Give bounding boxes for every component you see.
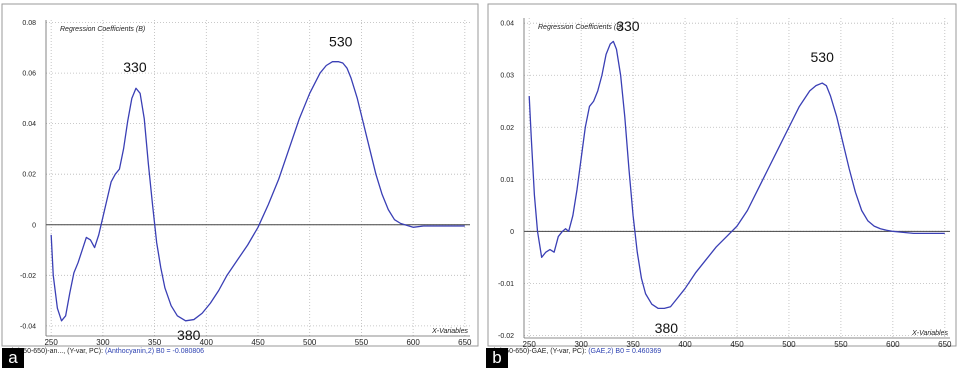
x-tick-label: 350 — [148, 338, 162, 347]
status-bar-a: pls(250-650)-an..., (Y-var, PC): (Anthoc… — [8, 348, 204, 355]
y-tick-label: -0.01 — [498, 281, 514, 288]
peak-annotation: 530 — [811, 49, 835, 65]
chart-frame — [487, 3, 957, 347]
x-tick-label: 400 — [200, 338, 214, 347]
y-tick-label: 0.04 — [500, 21, 514, 28]
peak-annotation: 380 — [655, 320, 679, 336]
status-prefix: pls(250-650)-an..., (Y-var, PC): — [8, 348, 104, 355]
peak-annotation: 380 — [177, 327, 201, 343]
series-line — [50, 61, 465, 322]
status-highlight: (GAE,2) B0 = 0.460369 — [588, 348, 662, 355]
chart-frame — [1, 3, 479, 347]
x-tick-label: 450 — [730, 340, 744, 349]
y-tick-label: 0 — [510, 229, 514, 236]
x-axis-label: X-Variables — [431, 328, 468, 335]
x-tick-label: 550 — [834, 340, 848, 349]
status-prefix: pls(250-650)-GAE, (Y-var, PC): — [490, 348, 587, 355]
x-tick-label: 350 — [626, 340, 640, 349]
x-tick-label: 600 — [406, 338, 420, 347]
x-tick-label: 550 — [355, 338, 369, 347]
chart-panel-a: 250 300 350 400 450 500 550 600 650 -0.04 -0.02 0 0.… — [1, 3, 479, 368]
x-tick-label: 650 — [938, 340, 952, 349]
y-tick-label: -0.02 — [498, 333, 514, 340]
x-axis-label: X-Variables — [911, 330, 948, 337]
y-tick-label: -0.04 — [20, 323, 36, 330]
panel-label: a — [2, 348, 24, 368]
x-tick-label: 500 — [782, 340, 796, 349]
x-tick-label: 300 — [96, 338, 110, 347]
y-tick-label: 0.08 — [22, 20, 36, 27]
y-tick-label: 0.02 — [22, 172, 36, 179]
y-tick-label: 0.04 — [22, 121, 36, 128]
chart-title: Regression Coefficients (B) — [538, 24, 623, 31]
status-highlight: (Anthocyanin,2) B0 = -0.080806 — [105, 348, 205, 355]
x-tick-label: 250 — [523, 340, 537, 349]
peak-annotation: 330 — [123, 59, 147, 75]
x-tick-label: 650 — [458, 338, 472, 347]
x-tick-label: 300 — [574, 340, 588, 349]
peak-annotation: 330 — [616, 18, 640, 34]
chart-panel-b: 250 300 350 400 450 500 550 600 650 -0.02 -0.01 0 0.… — [482, 0, 964, 368]
x-tick-label: 250 — [44, 338, 58, 347]
y-tick-label: 0.01 — [500, 177, 514, 184]
chart-a-svg: 250 300 350 400 450 500 550 600 650 -0.04 -0.02 0 0.… — [1, 3, 479, 347]
series-line — [528, 40, 945, 309]
y-tick-label: 0.03 — [500, 73, 514, 80]
x-tick-label: 600 — [886, 340, 900, 349]
x-tick-label: 500 — [303, 338, 317, 347]
y-tick-label: 0.06 — [22, 71, 36, 78]
status-bar-b: pls(250-650)-GAE, (Y-var, PC): (GAE,2) B… — [490, 348, 661, 355]
y-tick-label: 0.02 — [500, 125, 514, 132]
chart-title: Regression Coefficients (B) — [60, 26, 145, 33]
chart-b-svg: 250 300 350 400 450 500 550 600 650 -0.02 -0.01 0 0.… — [487, 3, 957, 349]
y-tick-label: 0 — [32, 222, 36, 229]
panel-label: b — [486, 348, 508, 368]
x-tick-label: 400 — [678, 340, 692, 349]
y-tick-label: -0.02 — [20, 273, 36, 280]
x-tick-label: 450 — [251, 338, 265, 347]
peak-annotation: 530 — [329, 34, 353, 50]
